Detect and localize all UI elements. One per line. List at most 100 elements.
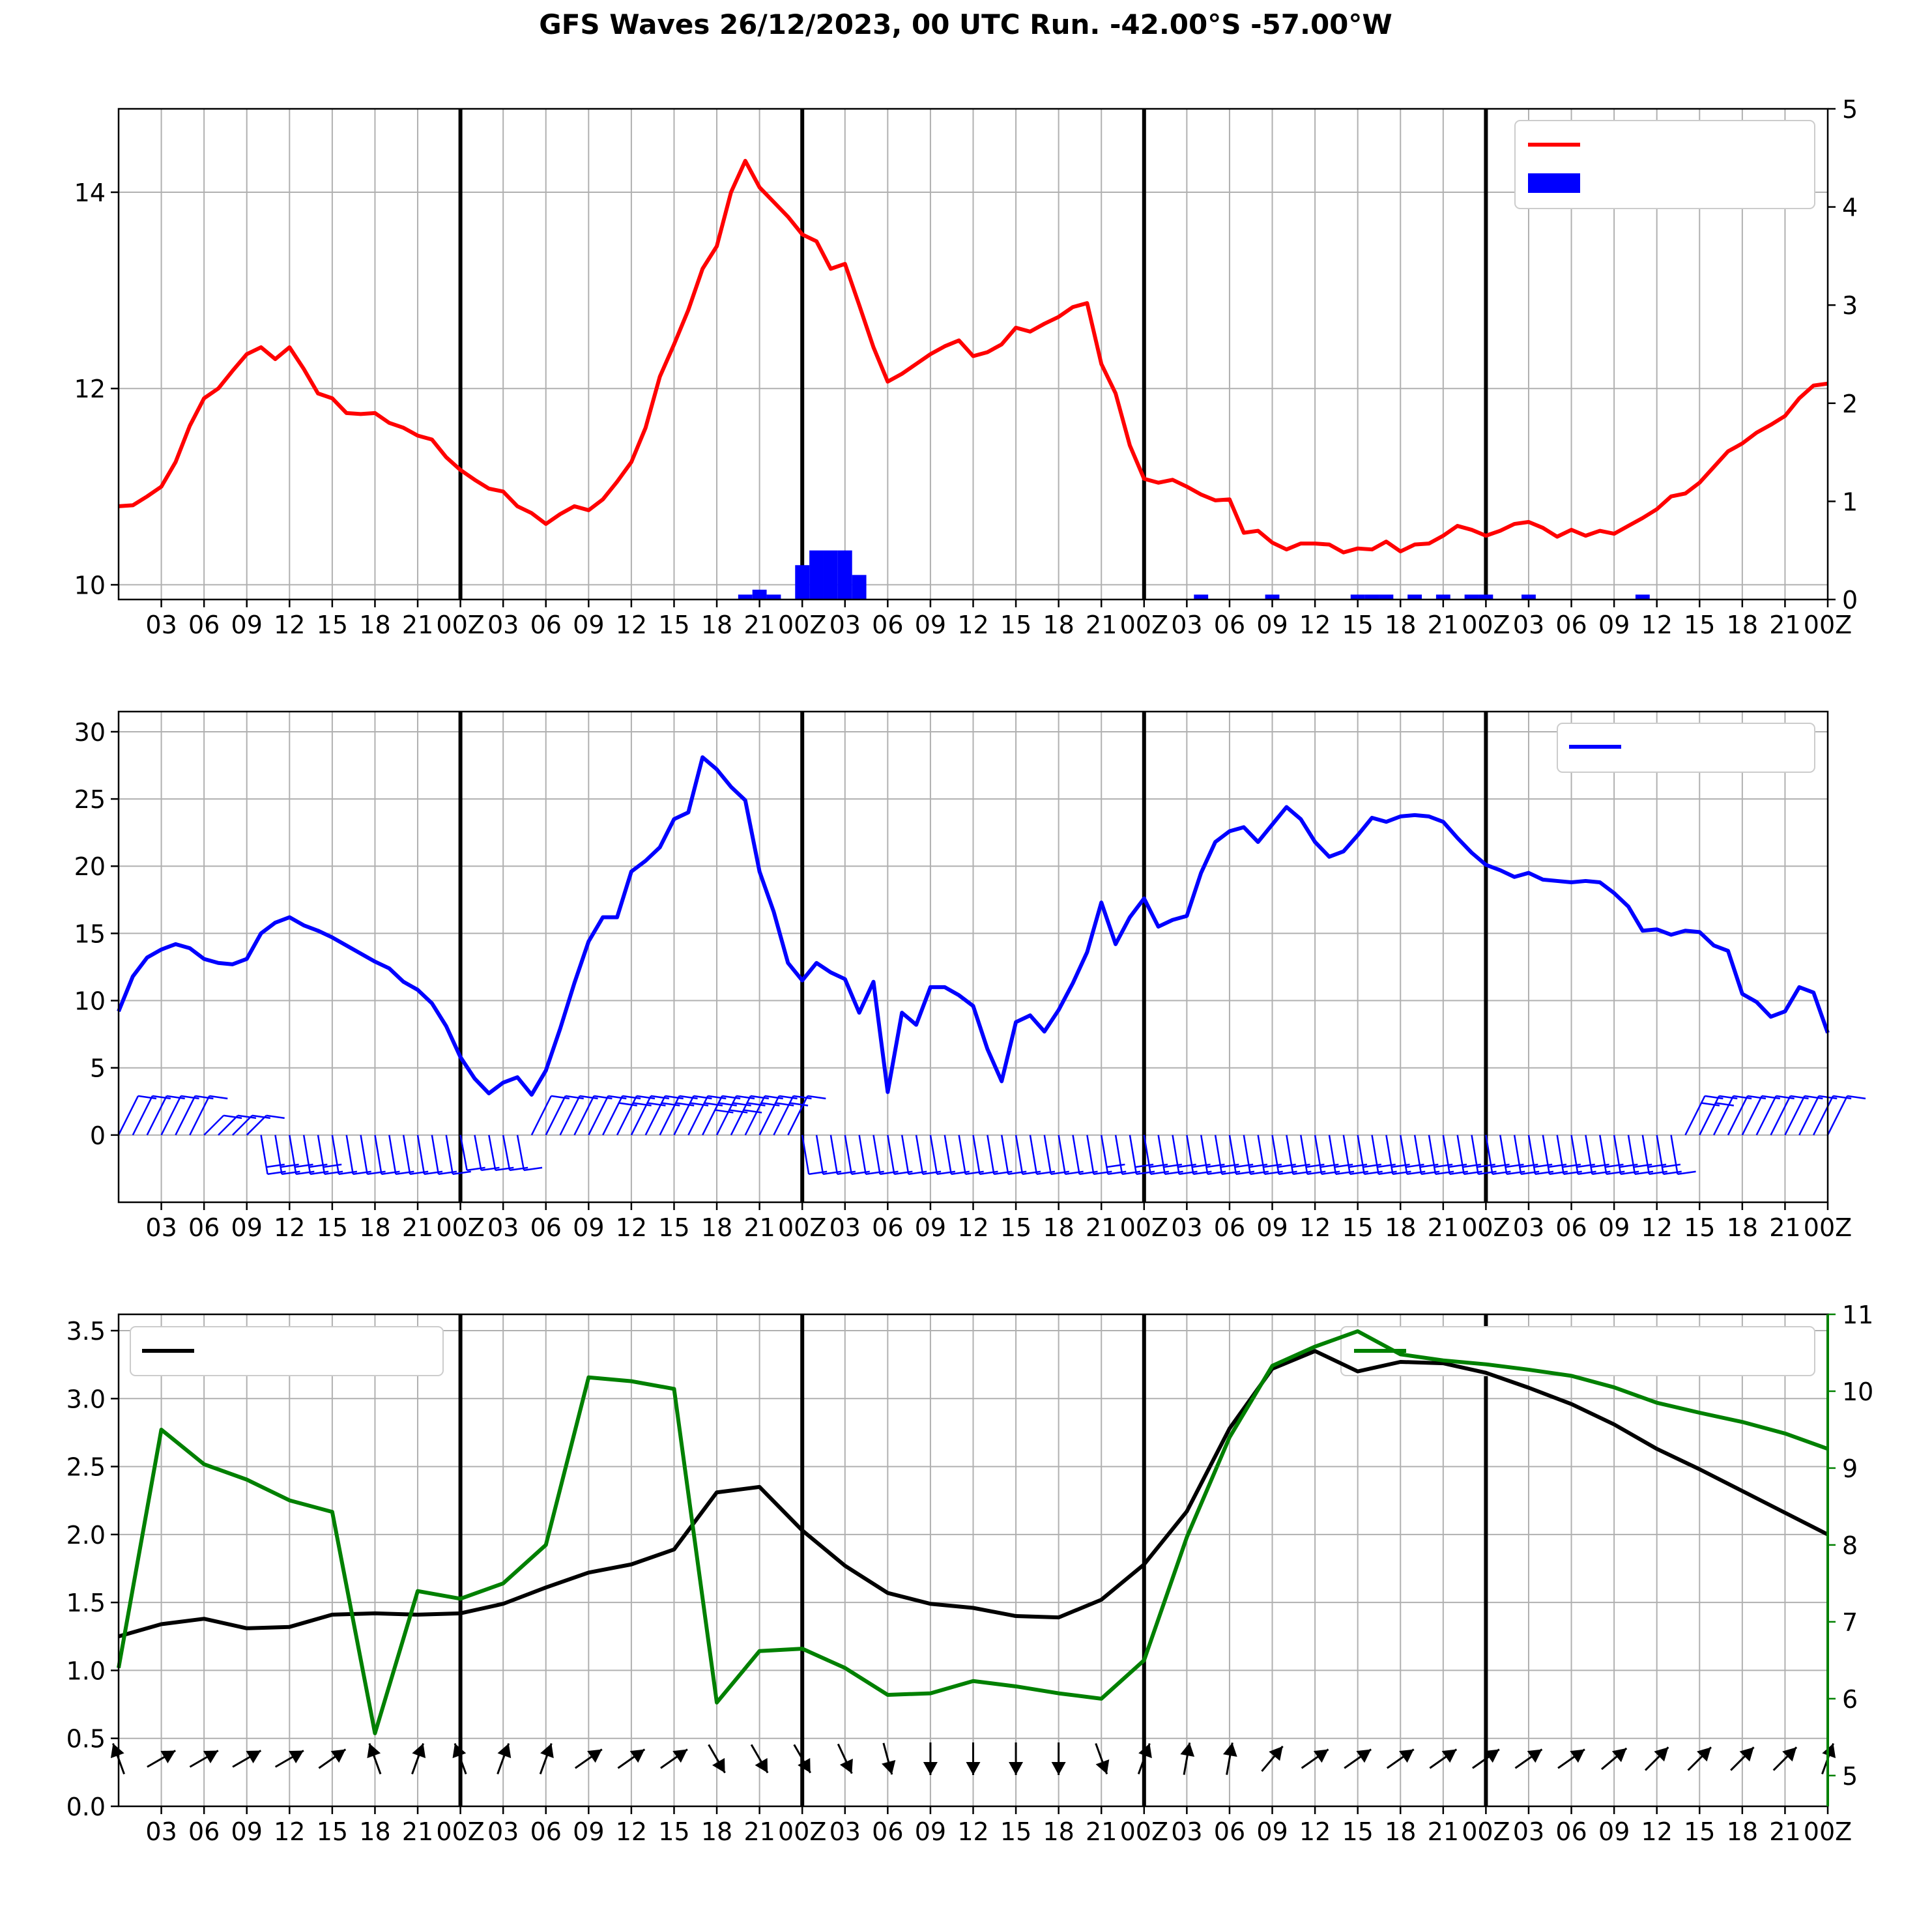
x-tick-label: 09 bbox=[1598, 1213, 1630, 1242]
wind-barb bbox=[1143, 1134, 1169, 1176]
y-tick-label-right: 4 bbox=[1842, 194, 1858, 222]
wind-barb-flag bbox=[689, 1102, 709, 1106]
x-tick-label: 12 bbox=[1641, 1213, 1673, 1242]
wind-barb-staff bbox=[1029, 1134, 1038, 1175]
wind-barb-flag bbox=[1391, 1163, 1410, 1168]
wind-barb bbox=[488, 1134, 514, 1172]
x-tick-label: 09 bbox=[231, 1213, 263, 1242]
y-tick-label: 2.0 bbox=[66, 1521, 106, 1550]
wind-barb-flag bbox=[1134, 1163, 1154, 1168]
wind-barb-flag bbox=[281, 1170, 300, 1176]
wave-arrow-head bbox=[367, 1743, 381, 1759]
precip-bar bbox=[1635, 594, 1650, 599]
wind-barb-staff bbox=[246, 1114, 267, 1136]
wave-arrow-head bbox=[1222, 1742, 1237, 1757]
wave-arrow-head bbox=[923, 1762, 938, 1776]
wind-speed-line bbox=[117, 755, 1830, 1097]
wind-barb bbox=[644, 1095, 684, 1136]
wind-barb bbox=[1813, 1095, 1852, 1136]
wind-barb bbox=[588, 1095, 627, 1136]
wind-barb-flag bbox=[922, 1170, 942, 1176]
wind-barb-flag bbox=[424, 1170, 443, 1176]
wind-barb-flag bbox=[650, 1095, 670, 1100]
wind-barb-flag bbox=[438, 1170, 457, 1176]
wind-barb bbox=[331, 1134, 358, 1176]
x-tick-label: 21 bbox=[1769, 1817, 1800, 1846]
wind-barb bbox=[1058, 1134, 1084, 1176]
wave-arrow-head bbox=[1697, 1747, 1711, 1762]
y-tick-label-right: 10 bbox=[1842, 1378, 1873, 1406]
wind-barb bbox=[317, 1134, 343, 1176]
wind-barb-staff bbox=[459, 1134, 468, 1171]
wind-barb bbox=[474, 1134, 500, 1172]
wind-barb bbox=[117, 1095, 157, 1136]
wind-barb-staff bbox=[844, 1134, 853, 1175]
x-tick-label: 09 bbox=[1598, 1817, 1630, 1846]
wind-barb bbox=[231, 1114, 271, 1136]
axes-frame bbox=[117, 108, 1829, 601]
precip-bar bbox=[823, 550, 838, 599]
wind-barb-flag bbox=[1093, 1170, 1112, 1176]
precip-bar bbox=[738, 594, 753, 599]
wind-barb-staff bbox=[858, 1134, 867, 1175]
wind-barb-flag bbox=[295, 1163, 313, 1168]
wind-barb-flag bbox=[715, 1109, 734, 1114]
wind-barb bbox=[218, 1114, 257, 1136]
x-tick-label: 12 bbox=[957, 611, 988, 639]
precip-bar bbox=[1435, 594, 1450, 599]
wind-barb bbox=[659, 1095, 698, 1136]
x-tick-label: 03 bbox=[145, 1213, 177, 1242]
x-tick-label: 03 bbox=[1171, 611, 1202, 639]
wave-direction-arrow bbox=[882, 1742, 896, 1775]
x-tick-label: 09 bbox=[573, 1817, 604, 1846]
wave-arrow-head bbox=[1180, 1742, 1195, 1757]
wind-barb-flag bbox=[1406, 1163, 1424, 1168]
wind-barb-flag bbox=[1263, 1163, 1282, 1168]
wind-barb-flag bbox=[1207, 1170, 1226, 1176]
x-tick-label: 15 bbox=[1000, 1213, 1031, 1242]
wind-barb-flag bbox=[1291, 1163, 1310, 1168]
wind-barb-flag bbox=[551, 1095, 570, 1100]
wind-barb-flag bbox=[636, 1095, 656, 1100]
wind-barb-flag bbox=[1264, 1170, 1283, 1176]
wave-direction-arrow bbox=[1730, 1746, 1755, 1771]
wind-barb-flag bbox=[1790, 1095, 1809, 1100]
legend-box bbox=[1557, 723, 1815, 773]
wind-barb-flag bbox=[1362, 1163, 1382, 1168]
precip-bar bbox=[1364, 594, 1379, 599]
x-tick-label: 00Z bbox=[1120, 1817, 1168, 1846]
wind-barb-flag bbox=[280, 1163, 299, 1168]
wind-barb bbox=[445, 1134, 471, 1176]
wind-barb bbox=[987, 1134, 1013, 1176]
wind-barb-flag bbox=[1065, 1170, 1084, 1176]
x-tick-label: 15 bbox=[1342, 1817, 1373, 1846]
wind-barb-flag bbox=[1832, 1095, 1852, 1100]
wind-barb bbox=[773, 1095, 812, 1136]
wind-barb bbox=[602, 1095, 641, 1136]
wind-barb-flag bbox=[622, 1095, 641, 1100]
wind-barb-flag bbox=[747, 1102, 766, 1106]
wind-barb-flag bbox=[579, 1095, 598, 1100]
wind-barb-flag bbox=[1649, 1170, 1668, 1176]
wind-barb bbox=[901, 1134, 927, 1176]
wind-barb-staff bbox=[402, 1134, 411, 1175]
x-tick-label: 18 bbox=[1043, 1213, 1074, 1242]
wave-direction-arrow bbox=[750, 1744, 769, 1774]
wave-direction-arrow bbox=[1557, 1748, 1585, 1769]
x-tick-label: 09 bbox=[915, 1817, 946, 1846]
wind-barb-staff bbox=[345, 1134, 354, 1175]
wind-barb-flag bbox=[1549, 1170, 1568, 1176]
wind-barb-flag bbox=[1177, 1163, 1196, 1168]
wind-barb-staff bbox=[887, 1134, 895, 1175]
wind-barb-staff bbox=[218, 1114, 238, 1136]
wave-arrow-head bbox=[412, 1743, 426, 1759]
x-tick-label: 18 bbox=[1043, 611, 1074, 639]
wind-barb bbox=[573, 1095, 613, 1136]
wind-barb-staff bbox=[431, 1134, 440, 1175]
y-tick-label: 1.0 bbox=[66, 1656, 106, 1685]
wind-barb-flag bbox=[1563, 1170, 1582, 1176]
wind-barb bbox=[758, 1095, 798, 1136]
wind-barb bbox=[459, 1134, 485, 1172]
x-tick-label: 18 bbox=[1727, 611, 1758, 639]
